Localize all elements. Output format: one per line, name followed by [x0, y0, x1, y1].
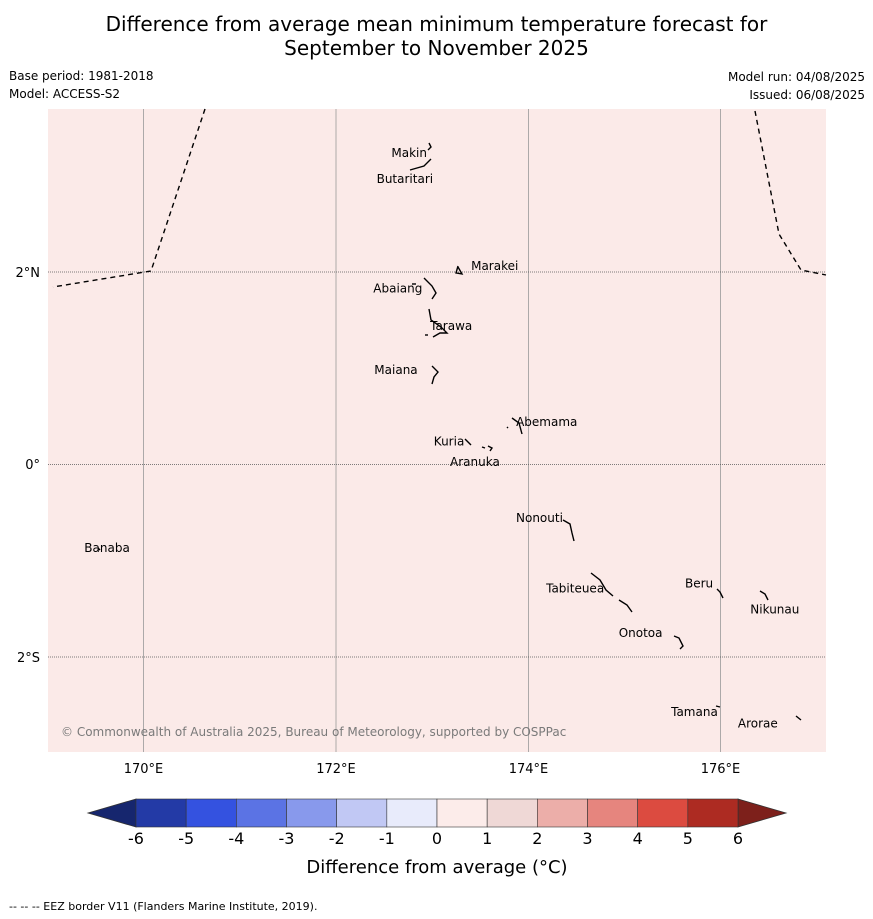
colorbar-tick-label: 5: [683, 829, 693, 848]
island-label-tabiteuea: Tabiteuea: [545, 581, 604, 595]
islands: [97, 142, 802, 721]
colorbar-tick-label: 2: [532, 829, 542, 848]
nonouti-outline: [562, 519, 575, 542]
island-label-arorae: Arorae: [738, 717, 778, 731]
island-label-makin: Makin: [391, 146, 427, 160]
colorbar-cell: [587, 798, 638, 828]
colorbar-tick-label: -5: [178, 829, 194, 848]
maiana-outline: [431, 365, 439, 385]
colorbar-title: Difference from average (°C): [306, 857, 567, 878]
colorbar-ticks: -6 -5 -4 -3 -2 -1 0 1 2 3 4 5 6: [128, 829, 743, 848]
title-line-2: September to November 2025: [284, 36, 589, 60]
island-labels: Makin Butaritari Marakei Abaiang Tarawa Maian…: [84, 146, 799, 731]
island-label-aranuka: Aranuka: [450, 455, 500, 469]
lon-label-170e: 170°E: [124, 762, 164, 777]
colorbar-tick-label: 3: [582, 829, 592, 848]
lon-label-174e: 174°E: [509, 762, 549, 777]
copyright-text: © Commonwealth of Australia 2025, Bureau…: [61, 725, 566, 739]
colorbar-cell: [486, 798, 538, 828]
island-label-maiana: Maiana: [374, 363, 417, 377]
colorbar-tick-label: 1: [482, 829, 492, 848]
island-label-beru: Beru: [685, 577, 713, 591]
abemama-outline: [511, 417, 523, 435]
model-run: Model run: 04/08/2025: [727, 70, 865, 84]
colorbar-tick-label: 0: [432, 829, 442, 848]
colorbar-tick-label: 4: [633, 829, 643, 848]
title-line-1: Difference from average mean minimum tem…: [105, 12, 768, 36]
colorbar-cell: [236, 798, 287, 828]
tabiteuea-outline-south: [618, 599, 633, 613]
island-label-butaritari: Butaritari: [377, 172, 434, 186]
colorbar-cell: [637, 798, 689, 828]
map-area: [48, 109, 826, 752]
aranuka-outline: [481, 446, 486, 449]
chart-title: Difference from average mean minimum tem…: [0, 12, 873, 60]
colorbar-cell: [336, 798, 388, 828]
island-label-banaba: Banaba: [84, 541, 130, 555]
butaritari-outline: [409, 158, 432, 171]
tarawa-outline: [428, 308, 449, 338]
eez-border-west: [52, 108, 206, 288]
marakei-outline: [455, 265, 464, 275]
makin-outline: [427, 142, 432, 151]
tamana-outline: [715, 705, 721, 708]
colorbar-tick-label: -4: [228, 829, 244, 848]
eez-footnote: -- -- -- EEZ border V11 (Flanders Marine…: [9, 900, 318, 913]
colorbar-cell: [436, 798, 488, 828]
issued-date: Issued: 06/08/2025: [749, 88, 865, 102]
onotoa-outline: [673, 635, 684, 650]
banaba-outline: [97, 547, 101, 551]
beru-outline: [716, 588, 724, 599]
colorbar-extend-high: [737, 798, 788, 828]
colorbar-cell: [537, 798, 588, 828]
forecast-map: Makin Butaritari Marakei Abaiang Tarawa Maian…: [16, 108, 827, 878]
colorbar-tick-label: -3: [279, 829, 295, 848]
lat-label-equator: 0°: [25, 458, 40, 473]
tabiteuea-outline-north: [590, 572, 614, 597]
colorbar-cell: [185, 798, 237, 828]
lat-label-2n: 2°N: [16, 266, 41, 281]
model-name: Model: ACCESS-S2: [9, 87, 121, 101]
kuria-outline: [464, 438, 472, 446]
graticule: [143, 109, 721, 752]
island-label-abemama: Abemama: [516, 415, 577, 429]
island-label-onotoa: Onotoa: [619, 626, 663, 640]
colorbar-extend-low: [86, 798, 137, 828]
abemama-outline-2: [506, 426, 509, 429]
parallels: [48, 271, 826, 658]
island-label-kuria: Kuria: [434, 434, 465, 448]
island-label-tamana: Tamana: [670, 705, 718, 719]
colorbar-cell: [386, 798, 438, 828]
base-period: Base period: 1981-2018: [9, 69, 154, 83]
island-label-marakei: Marakei: [471, 259, 518, 273]
lon-label-172e: 172°E: [316, 762, 356, 777]
arorae-outline: [795, 715, 802, 721]
lat-label-2s: 2°S: [17, 651, 40, 666]
eez-border-east: [754, 110, 827, 276]
lon-label-176e: 176°E: [701, 762, 741, 777]
colorbar-cell: [135, 798, 187, 828]
abaiang-outline: [423, 277, 437, 300]
colorbar-tick-label: -6: [128, 829, 144, 848]
colorbar-tick-label: -2: [329, 829, 345, 848]
island-label-tarawa: Tarawa: [429, 319, 472, 333]
eez-border: [52, 108, 827, 288]
aranuka-outline-2: [487, 445, 494, 452]
island-label-abaiang: Abaiang: [373, 281, 422, 295]
colorbar-cell: [687, 798, 739, 828]
island-label-nikunau: Nikunau: [750, 602, 799, 616]
colorbar-cell: [286, 798, 337, 828]
colorbar-tick-label: -1: [379, 829, 395, 848]
island-label-nonouti: Nonouti: [516, 511, 563, 525]
nikunau-outline: [759, 590, 769, 601]
colorbar: -6 -5 -4 -3 -2 -1 0 1 2 3 4 5 6 Difference from aver…: [86, 798, 788, 878]
colorbar-tick-label: 6: [733, 829, 743, 848]
colorbar-cells: [135, 798, 739, 828]
